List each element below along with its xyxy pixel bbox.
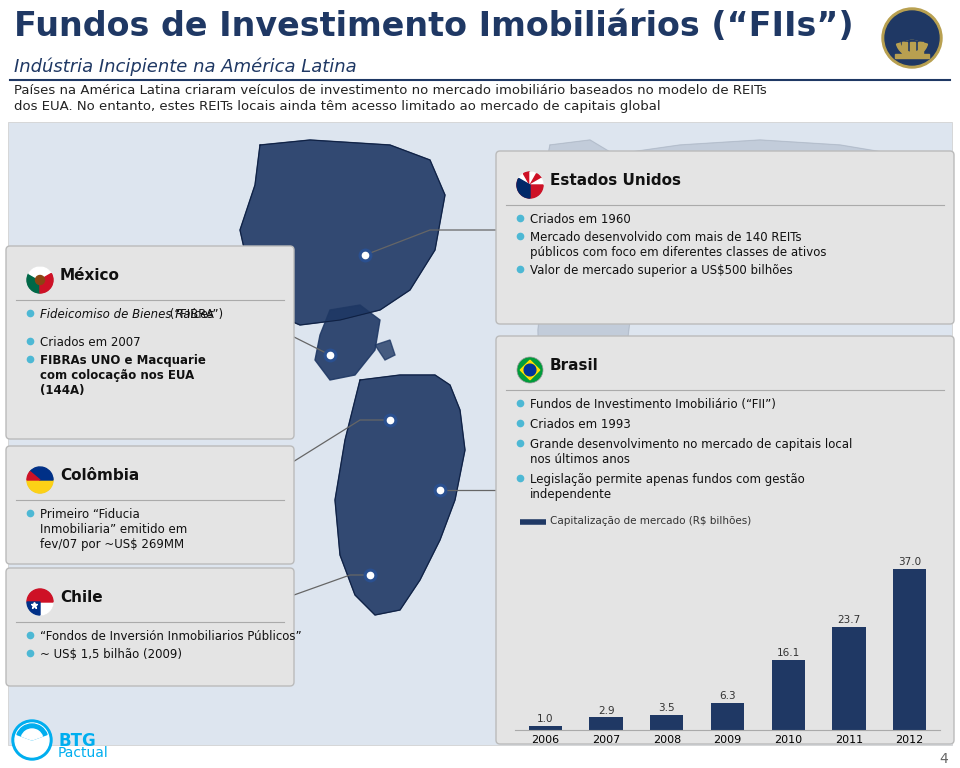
Text: 16.1: 16.1 — [777, 648, 800, 658]
Bar — [832, 627, 866, 730]
Text: (“FIBRA”): (“FIBRA”) — [166, 308, 223, 321]
Wedge shape — [530, 172, 537, 185]
Wedge shape — [518, 174, 530, 185]
Text: Indústria Incipiente na América Latina: Indústria Incipiente na América Latina — [14, 58, 356, 77]
Text: 37.0: 37.0 — [899, 557, 922, 567]
Wedge shape — [29, 267, 51, 280]
Text: BTG: BTG — [58, 732, 96, 750]
Text: Pactual: Pactual — [58, 746, 108, 760]
Text: Criados em 1993: Criados em 1993 — [530, 418, 631, 431]
Text: públicos com foco em diferentes classes de ativos: públicos com foco em diferentes classes … — [530, 246, 827, 259]
Text: Valor de mercado superior a US$500 bilhões: Valor de mercado superior a US$500 bilhõ… — [530, 264, 793, 277]
Circle shape — [36, 276, 44, 284]
Polygon shape — [785, 380, 885, 470]
Wedge shape — [530, 174, 541, 185]
Bar — [895, 54, 929, 58]
Polygon shape — [335, 375, 465, 615]
Text: 4: 4 — [939, 752, 948, 766]
Circle shape — [27, 589, 53, 615]
Wedge shape — [517, 185, 543, 198]
Wedge shape — [897, 40, 927, 56]
Wedge shape — [40, 273, 53, 293]
Text: FIBRAs UNO e Macquarie: FIBRAs UNO e Macquarie — [40, 354, 205, 367]
Wedge shape — [27, 602, 40, 615]
Bar — [589, 717, 623, 730]
Text: 3.5: 3.5 — [659, 703, 675, 713]
Bar — [529, 726, 562, 730]
Text: fev/07 por ~US$ 269MM: fev/07 por ~US$ 269MM — [40, 538, 184, 551]
Polygon shape — [315, 305, 380, 380]
FancyBboxPatch shape — [6, 246, 294, 439]
Text: 1.0: 1.0 — [537, 714, 554, 724]
Polygon shape — [520, 360, 540, 379]
Circle shape — [885, 11, 939, 65]
Circle shape — [12, 720, 52, 760]
Bar — [710, 703, 744, 730]
Polygon shape — [375, 340, 395, 360]
FancyBboxPatch shape — [6, 568, 294, 686]
Text: dos EUA. No entanto, estes REITs locais ainda têm acesso limitado ao mercado de : dos EUA. No entanto, estes REITs locais … — [14, 100, 660, 113]
Wedge shape — [27, 273, 40, 293]
Text: Legislação permite apenas fundos com gestão: Legislação permite apenas fundos com ges… — [530, 473, 804, 486]
Text: Chile: Chile — [60, 590, 103, 605]
Text: 6.3: 6.3 — [719, 690, 735, 700]
Polygon shape — [538, 215, 635, 460]
Text: Estados Unidos: Estados Unidos — [550, 173, 681, 188]
Text: 23.7: 23.7 — [837, 615, 860, 625]
Wedge shape — [901, 40, 923, 51]
Bar — [901, 42, 906, 55]
Wedge shape — [17, 724, 47, 740]
Bar — [918, 42, 923, 55]
Text: com colocação nos EUA: com colocação nos EUA — [40, 369, 194, 382]
Text: ~ US$ 1,5 bilhão (2009): ~ US$ 1,5 bilhão (2009) — [40, 648, 182, 661]
Text: Criados em 2007: Criados em 2007 — [40, 336, 140, 349]
Text: Grande desenvolvimento no mercado de capitais local: Grande desenvolvimento no mercado de cap… — [530, 438, 852, 451]
Text: “Fondos de Inversión Inmobiliarios Públicos”: “Fondos de Inversión Inmobiliarios Públi… — [40, 630, 301, 643]
Text: (144A): (144A) — [40, 384, 84, 397]
Text: independente: independente — [530, 488, 612, 501]
Circle shape — [524, 364, 536, 376]
Text: México: México — [60, 268, 120, 283]
Text: nos últimos anos: nos últimos anos — [530, 453, 630, 466]
Text: Criados em 1960: Criados em 1960 — [530, 213, 631, 226]
Text: Colômbia: Colômbia — [60, 468, 139, 483]
Polygon shape — [610, 140, 945, 295]
FancyBboxPatch shape — [496, 336, 954, 744]
Bar — [8, 122, 952, 745]
Text: Fundos de Investimento Imobiliários (“FIIs”): Fundos de Investimento Imobiliários (“FI… — [14, 10, 853, 43]
Wedge shape — [517, 178, 530, 185]
Wedge shape — [523, 172, 530, 185]
Wedge shape — [530, 178, 543, 185]
Wedge shape — [22, 729, 42, 740]
Text: Países na América Latina criaram veículos de investimento no mercado imobiliário: Países na América Latina criaram veículo… — [14, 84, 767, 97]
Bar — [772, 660, 804, 730]
Circle shape — [517, 172, 543, 198]
Circle shape — [27, 267, 53, 293]
Wedge shape — [27, 472, 40, 480]
Bar — [893, 568, 926, 730]
Text: Fundos de Investimento Imobiliário (“FII”): Fundos de Investimento Imobiliário (“FII… — [530, 398, 776, 411]
Wedge shape — [27, 480, 53, 493]
Text: Brasil: Brasil — [550, 358, 599, 373]
Text: 2.9: 2.9 — [598, 706, 614, 716]
Wedge shape — [27, 602, 53, 615]
Text: Fideicomiso de Bienes Raíces: Fideicomiso de Bienes Raíces — [40, 308, 214, 321]
Polygon shape — [545, 140, 620, 220]
Text: Capitalização de mercado (R$ bilhões): Capitalização de mercado (R$ bilhões) — [550, 516, 752, 526]
Text: Primeiro “Fiducia: Primeiro “Fiducia — [40, 508, 140, 521]
Text: Mercado desenvolvido com mais de 140 REITs: Mercado desenvolvido com mais de 140 REI… — [530, 231, 802, 244]
Circle shape — [27, 467, 53, 493]
Wedge shape — [517, 178, 530, 198]
Polygon shape — [240, 140, 445, 325]
Circle shape — [517, 357, 543, 383]
FancyBboxPatch shape — [6, 446, 294, 564]
Bar — [650, 715, 684, 730]
FancyBboxPatch shape — [496, 151, 954, 324]
Wedge shape — [27, 589, 53, 602]
Wedge shape — [30, 467, 53, 480]
Circle shape — [882, 8, 942, 68]
Circle shape — [15, 723, 49, 757]
Bar — [909, 42, 915, 55]
Text: Inmobiliaria” emitido em: Inmobiliaria” emitido em — [40, 523, 187, 536]
